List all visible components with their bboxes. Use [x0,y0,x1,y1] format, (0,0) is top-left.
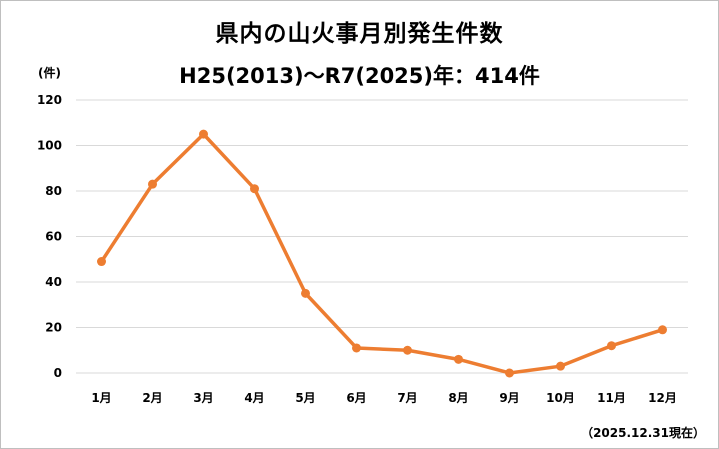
x-tick-label: 11月 [597,391,626,405]
y-tick-label: 20 [45,321,62,335]
data-point [403,345,412,355]
y-tick-label: 60 [45,230,62,244]
data-point [454,354,463,364]
data-point [301,288,310,298]
y-tick-label: 100 [37,139,62,153]
x-tick-label: 9月 [499,391,519,405]
gridlines [76,99,688,374]
x-tick-label: 10月 [546,391,575,405]
data-point [607,341,616,351]
data-point [352,343,361,353]
data-point [97,257,106,267]
x-tick-label: 4月 [244,391,264,405]
data-point [250,184,259,194]
series-polyline [100,132,664,375]
data-point [148,179,157,189]
series-line [100,132,664,375]
data-point [658,325,667,335]
chart-title: 県内の山火事月別発生件数 [215,21,504,47]
x-tick-label: 2月 [142,391,162,405]
data-point [556,361,565,371]
y-tick-label: 120 [37,93,62,107]
y-axis-unit-label: (件) [38,66,61,80]
y-tick-label: 40 [45,275,62,289]
data-point [199,129,208,139]
x-tick-label: 1月 [91,391,111,405]
as-of-date-note: （2025.12.31現在） [581,426,705,440]
y-tick-label: 0 [54,366,62,380]
x-tick-label: 3月 [193,391,213,405]
x-tick-label: 12月 [648,391,677,405]
x-tick-label: 7月 [397,391,417,405]
x-tick-labels: 1月 2月 3月 4月 5月 6月 7月 8月 9月 10月 11月 12月 [91,391,677,405]
chart-subtitle: H25(2013)～R7(2025)年：414件 [179,64,540,88]
data-point [505,368,514,378]
x-tick-label: 6月 [346,391,366,405]
data-points [97,129,667,378]
x-tick-label: 5月 [295,391,315,405]
y-tick-labels: 0 20 40 60 80 100 120 [37,93,62,380]
x-tick-label: 8月 [448,391,468,405]
y-tick-label: 80 [45,184,62,198]
